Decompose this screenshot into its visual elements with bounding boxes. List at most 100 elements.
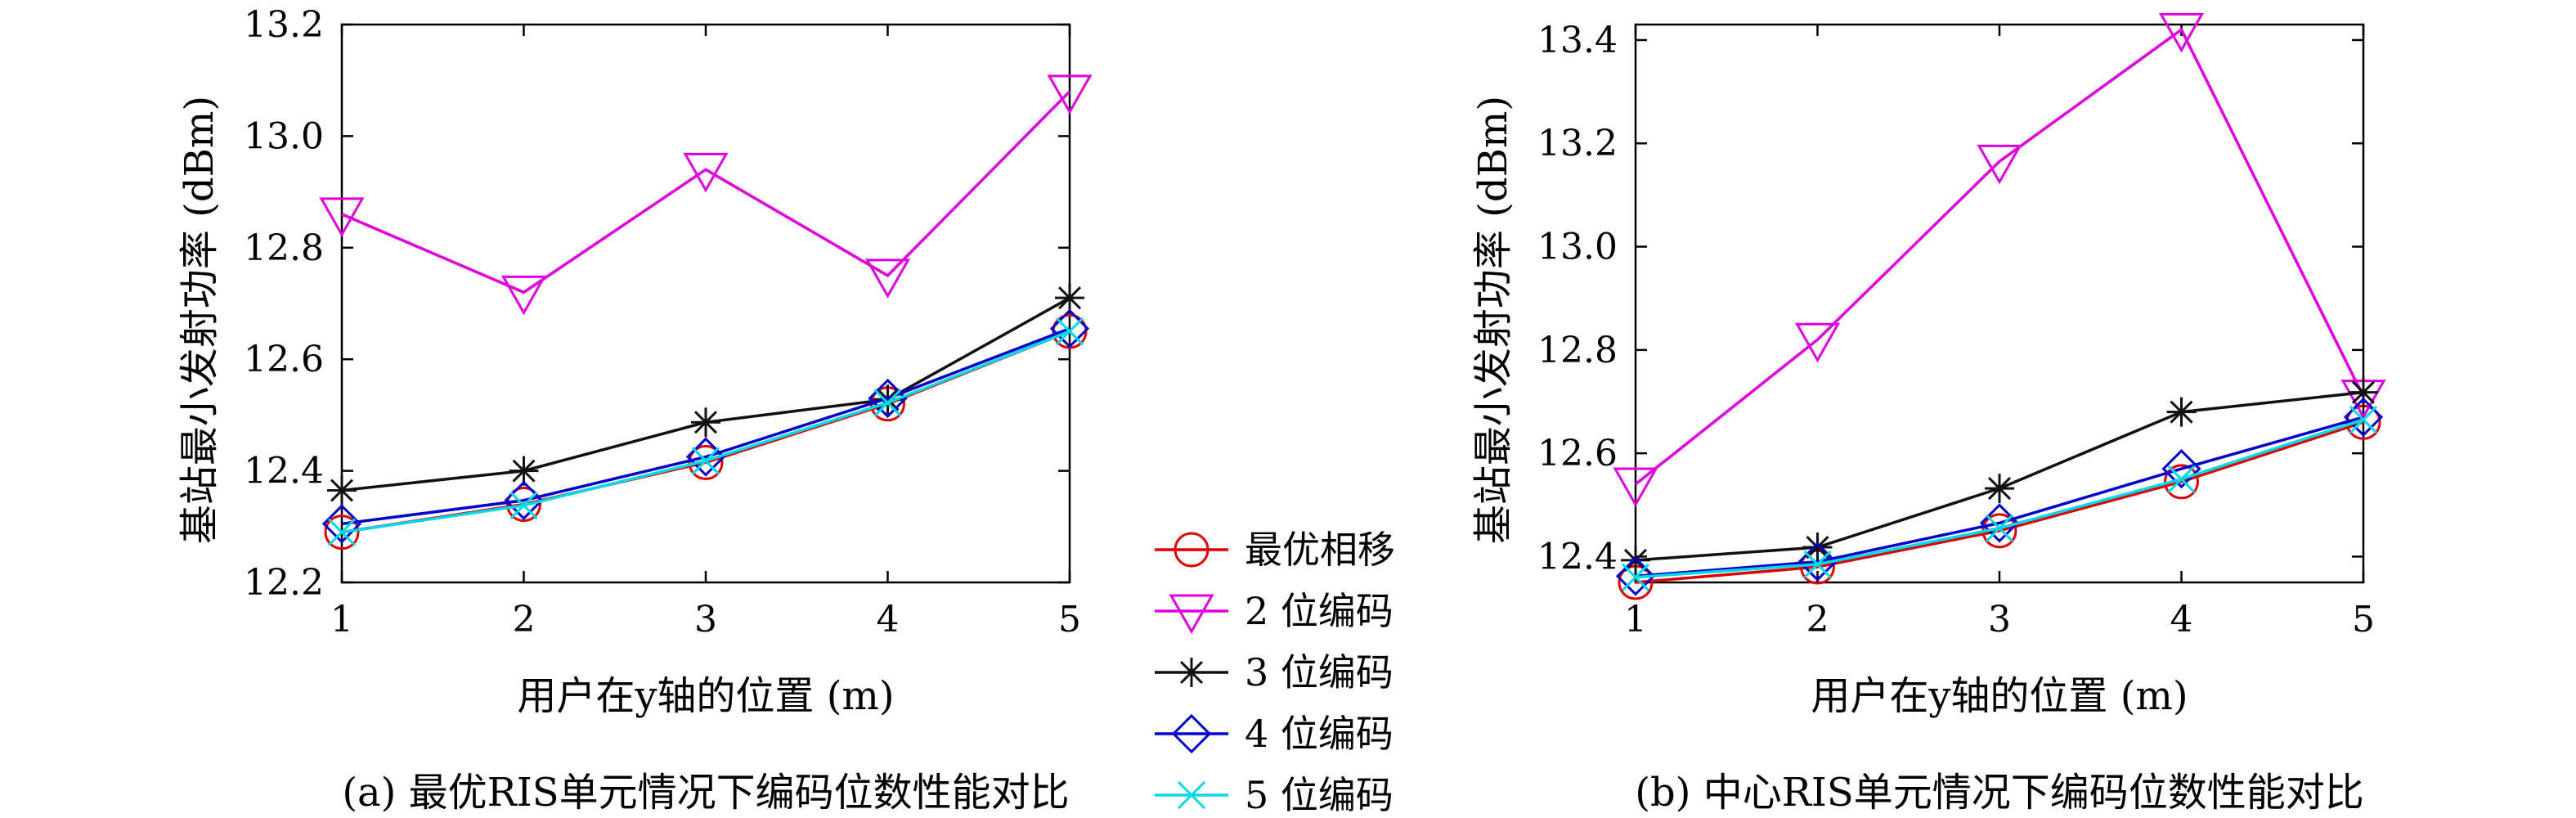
data-point xyxy=(319,197,365,237)
series-5 xyxy=(327,317,1084,546)
data-point-shape xyxy=(2164,464,2199,500)
data-point-shape xyxy=(1613,467,1658,508)
data-point-shape xyxy=(319,197,365,237)
data-point xyxy=(1977,144,2022,185)
data-point xyxy=(2164,464,2199,500)
series-5 xyxy=(1621,406,2378,591)
data-point xyxy=(1797,542,1838,582)
y-tick-label: 12.6 xyxy=(244,339,324,380)
data-point-shape xyxy=(1049,308,1090,348)
data-point xyxy=(327,518,357,546)
data-point-shape xyxy=(509,456,539,486)
data-point xyxy=(1794,322,1841,363)
x-tick-label: 5 xyxy=(1058,599,1081,640)
y-tick-label: 12.8 xyxy=(244,227,324,269)
legend-marker-shape xyxy=(1169,594,1214,635)
legend-marker xyxy=(1171,713,1212,754)
data-point-shape xyxy=(1621,545,1650,575)
y-tick-label: 12.4 xyxy=(1537,536,1618,578)
data-point-shape xyxy=(1615,556,1656,596)
series-3 xyxy=(327,283,1084,506)
data-point-shape xyxy=(1047,74,1093,115)
series-line xyxy=(1634,27,2365,486)
series-line xyxy=(341,327,1070,526)
data-point-shape xyxy=(2166,397,2197,427)
data-point xyxy=(688,444,724,480)
data-point xyxy=(509,456,539,486)
data-point xyxy=(691,407,720,438)
data-point xyxy=(864,258,911,299)
y-tick-label: 13.4 xyxy=(1537,20,1618,61)
data-point-shape xyxy=(2349,377,2378,407)
data-point-shape xyxy=(1985,514,2014,542)
data-point xyxy=(327,475,357,506)
data-point xyxy=(1985,514,2014,542)
x-tick-label: 1 xyxy=(1624,599,1647,640)
data-point-shape xyxy=(1797,542,1838,582)
data-point-shape xyxy=(1977,144,2022,185)
data-point xyxy=(500,275,547,316)
x-axis-label: 用户在y轴的位置 (m) xyxy=(1811,673,2188,719)
data-point xyxy=(2161,448,2201,489)
data-point xyxy=(1055,283,1084,313)
x-tick-label: 4 xyxy=(2170,599,2193,640)
series-line xyxy=(341,90,1071,294)
x-tick-label: 5 xyxy=(2352,599,2375,640)
x-tick-label: 4 xyxy=(877,599,900,640)
legend-marker xyxy=(1174,532,1209,568)
legend-label: 4 位编码 xyxy=(1245,712,1393,756)
data-point-shape xyxy=(2158,12,2205,53)
data-point-shape xyxy=(2349,406,2378,434)
series-line xyxy=(1635,420,2364,584)
data-point-shape xyxy=(1055,317,1084,346)
legend-label: 3 位编码 xyxy=(1245,650,1393,694)
legend-marker-shape xyxy=(1177,780,1206,810)
legend-label: 5 位编码 xyxy=(1245,773,1393,817)
legend-label: 2 位编码 xyxy=(1245,589,1393,633)
data-point xyxy=(1613,467,1658,508)
data-point-shape xyxy=(500,275,547,316)
y-tick-label: 12.6 xyxy=(1537,433,1618,474)
legend-marker-shape xyxy=(1177,658,1206,687)
legend-marker-shape xyxy=(1171,713,1212,754)
x-axis-label: 用户在y轴的位置 (m) xyxy=(517,673,894,719)
data-point-shape xyxy=(2167,465,2196,493)
data-point xyxy=(1621,545,1650,575)
data-point xyxy=(1802,533,1833,563)
data-point xyxy=(1047,74,1093,115)
chart-panel-b: 1 2 3 4 5 12.4 12.6 12.8 13.0 13.2 13.4 用户在y轴的位置 (m… xyxy=(1470,12,2386,816)
data-point xyxy=(1803,550,1832,578)
data-point xyxy=(321,504,362,544)
data-point-shape xyxy=(691,407,720,438)
data-point xyxy=(1049,308,1090,348)
data-point xyxy=(2167,465,2196,493)
x-tick-label: 2 xyxy=(1806,599,1829,640)
data-point xyxy=(683,152,729,193)
data-point xyxy=(1615,556,1656,596)
data-point-shape xyxy=(509,491,538,519)
data-point xyxy=(873,389,902,417)
data-point-shape xyxy=(1985,474,2014,504)
y-axis-label: 基站最小发射功率 (dBm) xyxy=(177,96,222,544)
data-point-shape xyxy=(2343,397,2384,438)
data-point xyxy=(1621,563,1650,591)
x-tick-label: 3 xyxy=(1988,599,2011,640)
legend-entry: 4 位编码 xyxy=(1155,712,1393,756)
data-point-shape xyxy=(864,258,911,299)
data-point xyxy=(2349,406,2378,434)
y-axis-label: 基站最小发射功率 (dBm) xyxy=(1470,96,1516,544)
data-point-shape xyxy=(873,389,902,417)
data-point-shape xyxy=(1803,550,1832,578)
legend-entry: 3 位编码 xyxy=(1155,650,1393,694)
data-point-shape xyxy=(688,444,724,480)
legend-marker xyxy=(1177,780,1206,810)
data-point-shape xyxy=(1621,563,1650,591)
data-point xyxy=(1055,317,1084,346)
legend: 最优相移 2 位编码 3 位编码 4 位编码 5 位编码 xyxy=(1155,528,1395,817)
data-point xyxy=(691,447,720,475)
data-point-shape xyxy=(2161,448,2201,489)
data-point xyxy=(324,515,360,551)
y-tick-label: 12.4 xyxy=(244,451,324,492)
y-tick-label: 13.0 xyxy=(1537,227,1618,268)
data-point-shape xyxy=(1794,322,1841,363)
